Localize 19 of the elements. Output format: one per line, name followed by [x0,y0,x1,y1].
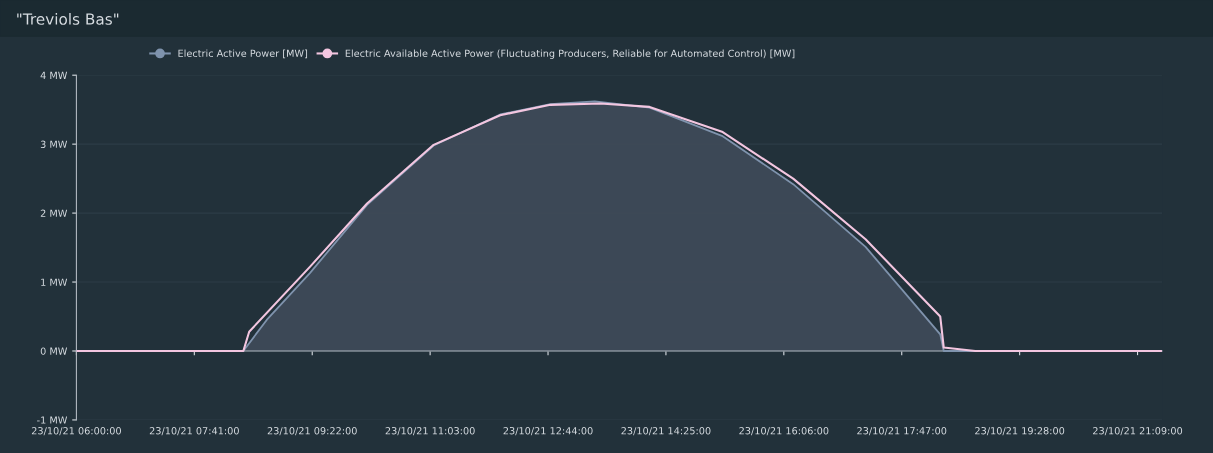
x-tick-label: 23/10/21 19:28:00 [975,427,1065,436]
y-tick-label: 1 MW [41,278,68,286]
x-tick-label: 23/10/21 11:03:00 [385,427,475,436]
x-tick-label: 23/10/21 17:47:00 [857,427,947,436]
y-tick-label: 3 MW [40,140,68,148]
x-tick-label: 23/10/21 14:25:00 [621,427,711,436]
y-tick-label: 4 MW [40,71,68,79]
x-tick-label: 23/10/21 09:22:00 [267,427,357,436]
x-tick-label: 23/10/21 12:44:00 [503,427,593,436]
y-tick-label: -1 MW [37,416,68,424]
x-tick-label: 23/10/21 07:41:00 [149,427,239,436]
x-tick-label: 23/10/21 16:06:00 [739,427,829,436]
legend-label: Electric Active Power [MW] [178,49,308,59]
legend-label: Electric Available Active Power (Fluctuating Producers, Reliable for Automated Control) [MW] [345,49,795,59]
y-tick-label: 0 MW [40,347,68,355]
x-tick-label: 23/10/21 21:09:00 [1093,427,1183,436]
chart-title: "Treviols Bas" [17,12,119,25]
y-tick-label: 2 MW [40,209,68,217]
x-tick-label: 23/10/21 06:00:00 [31,427,121,436]
